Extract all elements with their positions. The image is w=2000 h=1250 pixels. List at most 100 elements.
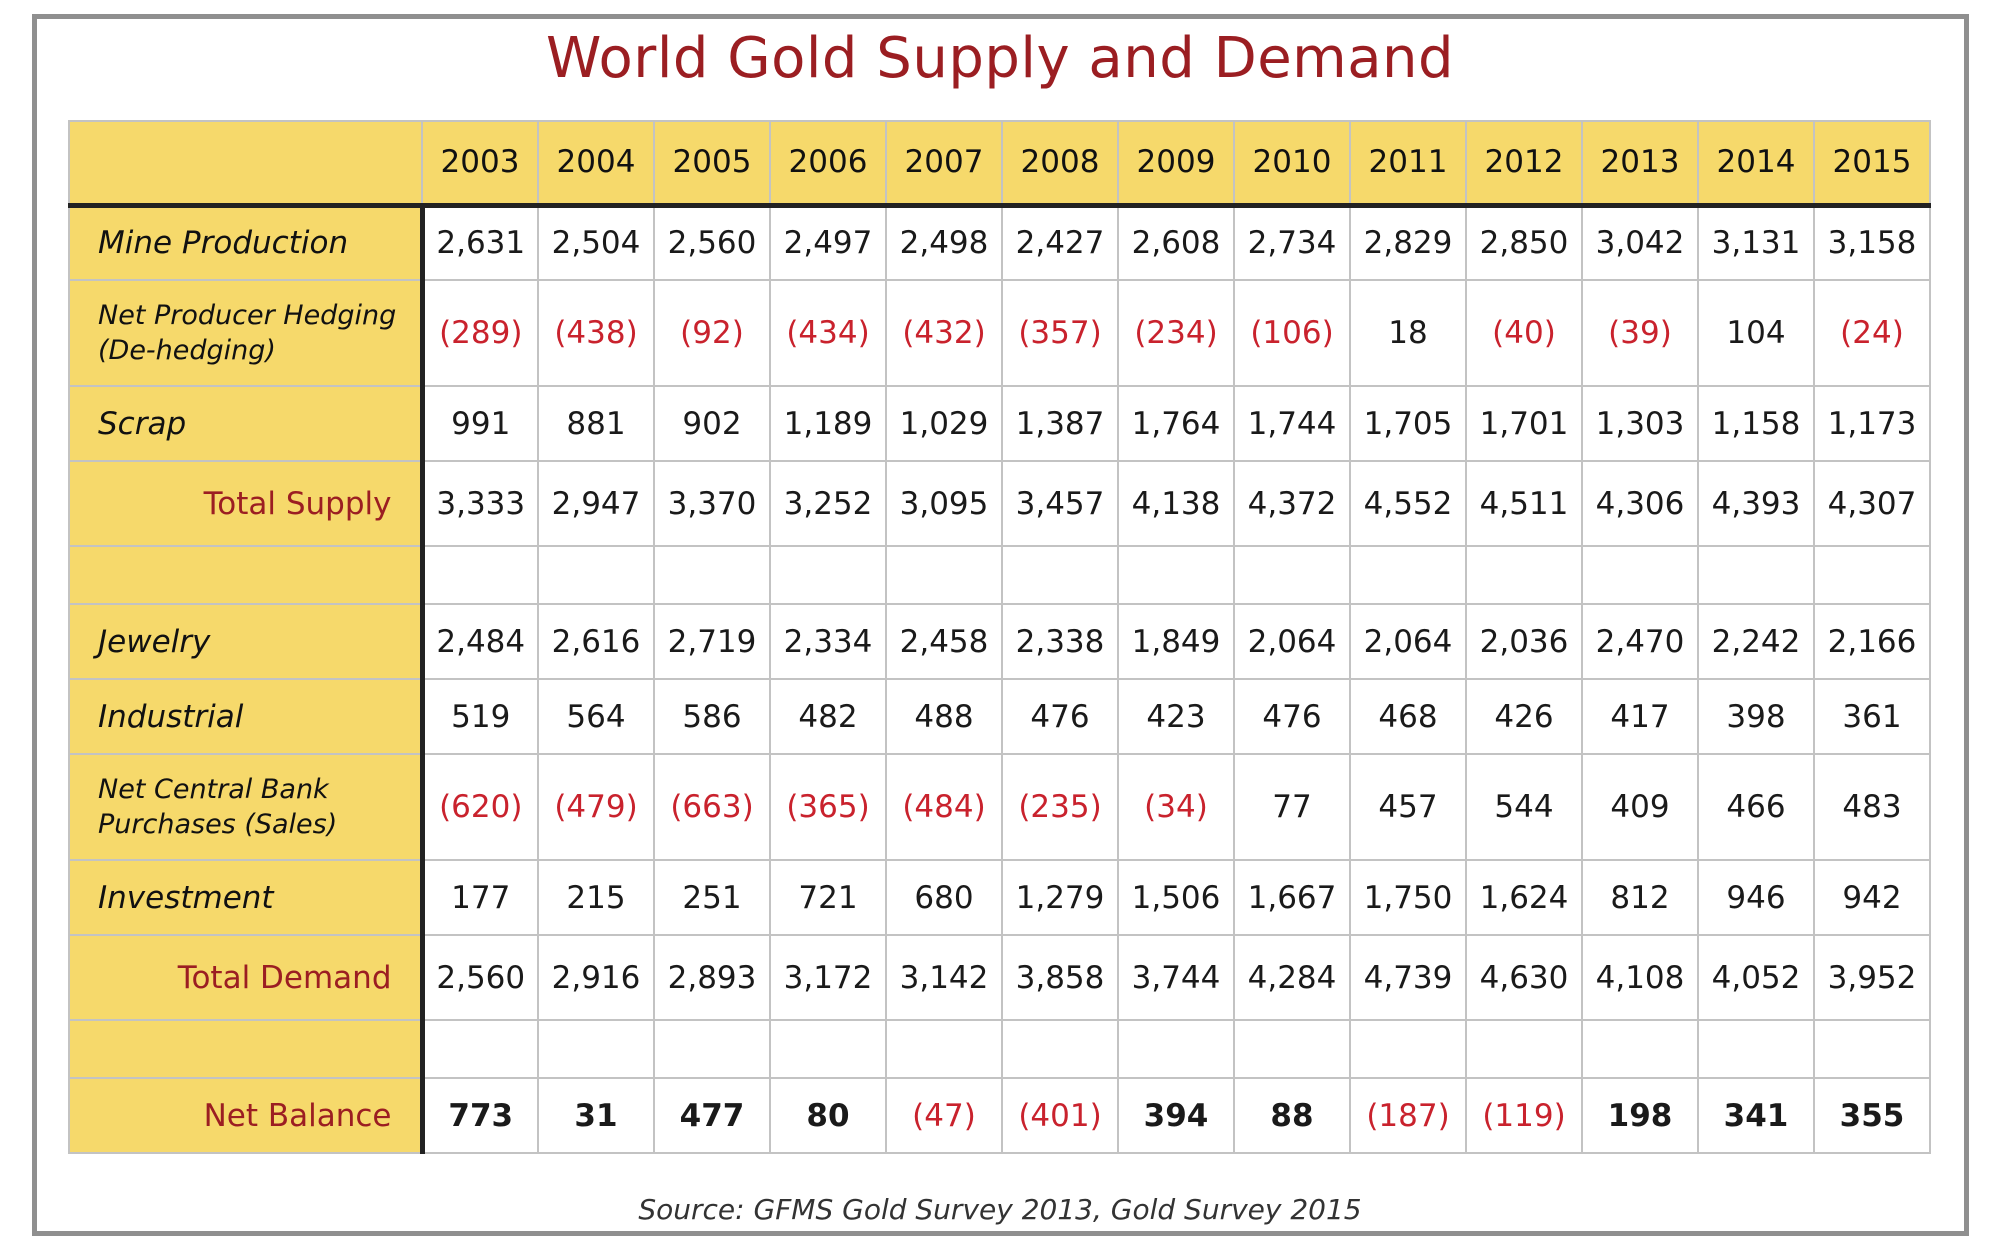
cell-value	[1349, 545, 1467, 605]
cell-value: 3,095	[885, 460, 1003, 547]
cell-value: (434)	[769, 279, 887, 387]
cell-value: (47)	[885, 1077, 1003, 1154]
cell-value: 1,849	[1117, 603, 1235, 680]
cell-value: (357)	[1001, 279, 1119, 387]
row-label: Scrap	[68, 385, 425, 462]
year-header-2014: 2014	[1697, 120, 1815, 208]
cell-value: 1,158	[1697, 385, 1815, 462]
year-header-2015: 2015	[1813, 120, 1931, 208]
cell-value: 18	[1349, 279, 1467, 387]
cell-value: (289)	[421, 279, 539, 387]
cell-value	[1465, 1019, 1583, 1079]
cell-value	[1581, 545, 1699, 605]
cell-value: 198	[1581, 1077, 1699, 1154]
cell-value: 2,458	[885, 603, 1003, 680]
cell-value: 1,705	[1349, 385, 1467, 462]
cell-value: 104	[1697, 279, 1815, 387]
cell-value: 1,506	[1117, 859, 1235, 936]
cell-value	[885, 1019, 1003, 1079]
cell-value: (479)	[537, 753, 655, 861]
cell-value: 476	[1233, 678, 1351, 755]
cell-value: 3,333	[421, 460, 539, 547]
cell-value	[537, 1019, 655, 1079]
cell-value: 4,052	[1697, 934, 1815, 1021]
cell-value: 3,858	[1001, 934, 1119, 1021]
cell-value: 251	[653, 859, 771, 936]
cell-value: 2,334	[769, 603, 887, 680]
cell-value	[769, 1019, 887, 1079]
cell-value: 1,667	[1233, 859, 1351, 936]
cell-value: 2,893	[653, 934, 771, 1021]
row-industrial: Industrial 519 564 586 482 488 476 423 476 468 426…	[68, 678, 1931, 755]
cell-value: (484)	[885, 753, 1003, 861]
cell-value: (40)	[1465, 279, 1583, 387]
year-header-2003: 2003	[421, 120, 539, 208]
cell-value: 991	[421, 385, 539, 462]
row-label	[68, 1019, 425, 1079]
row-total-supply: Total Supply 3,333 2,947 3,370 3,252 3,095 3,4…	[68, 460, 1931, 547]
row-spacer-4	[68, 545, 1931, 605]
cell-value: 80	[769, 1077, 887, 1154]
cell-value: 3,042	[1581, 204, 1699, 281]
row-spacer-10	[68, 1019, 1931, 1079]
cell-value: (432)	[885, 279, 1003, 387]
row-label	[68, 545, 425, 605]
cell-value: 4,372	[1233, 460, 1351, 547]
cell-value: 3,952	[1813, 934, 1931, 1021]
year-header-2013: 2013	[1581, 120, 1699, 208]
cell-value: 2,947	[537, 460, 655, 547]
cell-value: 482	[769, 678, 887, 755]
cell-value	[421, 545, 539, 605]
cell-value: 355	[1813, 1077, 1931, 1154]
cell-value: 3,142	[885, 934, 1003, 1021]
cell-value: 2,427	[1001, 204, 1119, 281]
cell-value: 1,701	[1465, 385, 1583, 462]
cell-value: (92)	[653, 279, 771, 387]
row-scrap: Scrap 991 881 902 1,189 1,029 1,387 1,764 1,744 1…	[68, 385, 1931, 462]
cell-value: (39)	[1581, 279, 1699, 387]
cell-value: 4,108	[1581, 934, 1699, 1021]
year-header-2010: 2010	[1233, 120, 1351, 208]
cell-value: 4,306	[1581, 460, 1699, 547]
cell-value: 3,457	[1001, 460, 1119, 547]
row-net-producer-hedging-de-hedging: Net Producer Hedging (De-hedging) (289) (4…	[68, 279, 1931, 387]
cell-value: 398	[1697, 678, 1815, 755]
cell-value: (234)	[1117, 279, 1235, 387]
cell-value: 2,734	[1233, 204, 1351, 281]
cell-value: (119)	[1465, 1077, 1583, 1154]
cell-value: (235)	[1001, 753, 1119, 861]
cell-value: 4,511	[1465, 460, 1583, 547]
cell-value: (438)	[537, 279, 655, 387]
cell-value	[1581, 1019, 1699, 1079]
cell-value	[1349, 1019, 1467, 1079]
row-label: Investment	[68, 859, 425, 936]
cell-value: 394	[1117, 1077, 1235, 1154]
cell-value: 586	[653, 678, 771, 755]
cell-value: 881	[537, 385, 655, 462]
row-label: Industrial	[68, 678, 425, 755]
cell-value: (24)	[1813, 279, 1931, 387]
cell-value	[1117, 1019, 1235, 1079]
cell-value: 1,303	[1581, 385, 1699, 462]
cell-value: 341	[1697, 1077, 1815, 1154]
cell-value: 3,158	[1813, 204, 1931, 281]
cell-value: 4,739	[1349, 934, 1467, 1021]
cell-value: 417	[1581, 678, 1699, 755]
cell-value: 409	[1581, 753, 1699, 861]
cell-value: 2,338	[1001, 603, 1119, 680]
cell-value: 2,166	[1813, 603, 1931, 680]
year-header-2004: 2004	[537, 120, 655, 208]
header-row: 2003 2004 2005 2006 2007 2008 2009 2010 2011 2012…	[68, 120, 1931, 208]
cell-value	[1697, 545, 1815, 605]
cell-value: 77	[1233, 753, 1351, 861]
cell-value: 2,608	[1117, 204, 1235, 281]
cell-value: 488	[885, 678, 1003, 755]
cell-value	[1465, 545, 1583, 605]
cell-value: 4,393	[1697, 460, 1815, 547]
cell-value: 4,138	[1117, 460, 1235, 547]
cell-value: 812	[1581, 859, 1699, 936]
cell-value: 902	[653, 385, 771, 462]
cell-value: 483	[1813, 753, 1931, 861]
cell-value	[769, 545, 887, 605]
cell-value: 3,744	[1117, 934, 1235, 1021]
